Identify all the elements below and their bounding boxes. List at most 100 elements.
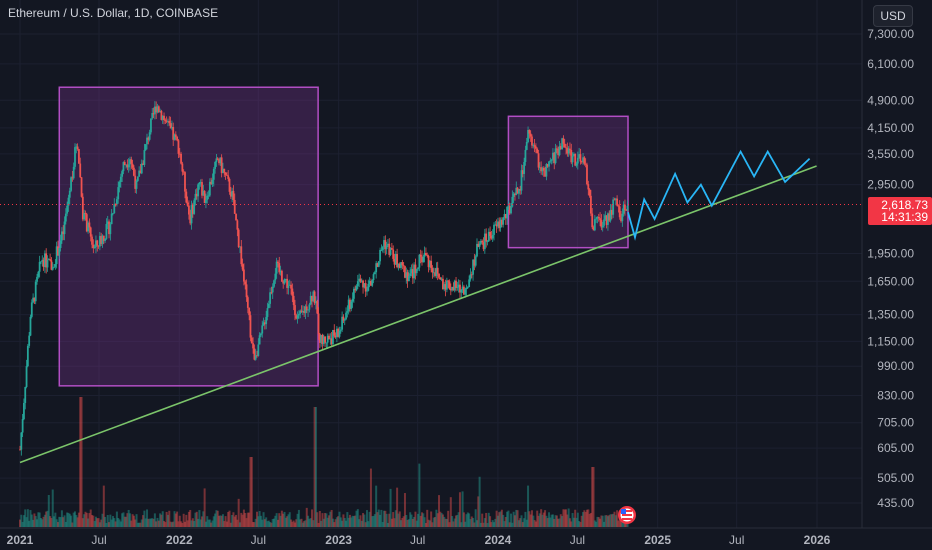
candle xyxy=(194,193,197,201)
volume-bar xyxy=(151,518,154,527)
candle xyxy=(601,225,604,228)
volume-bar xyxy=(346,512,349,527)
candle xyxy=(372,274,375,281)
volume-bar xyxy=(612,513,615,527)
volume-bar xyxy=(546,518,549,527)
volume-bar xyxy=(203,488,206,527)
volume-bar xyxy=(85,512,88,527)
candle xyxy=(98,236,101,247)
volume-bar xyxy=(481,513,484,527)
volume-bar xyxy=(329,511,332,527)
volume-bar xyxy=(50,518,53,527)
volume-bar xyxy=(511,522,514,527)
candle xyxy=(371,280,374,286)
volume-bar xyxy=(77,512,80,527)
volume-bar xyxy=(435,509,438,527)
volume-bar xyxy=(75,515,78,527)
volume-bar xyxy=(149,518,152,527)
volume-bar xyxy=(390,518,393,527)
us-flag-icon[interactable] xyxy=(618,506,636,524)
candle xyxy=(610,209,613,215)
candle xyxy=(85,214,88,232)
candle xyxy=(53,266,55,268)
volume-bar xyxy=(555,515,558,527)
volume-bar xyxy=(76,517,79,527)
candle xyxy=(93,247,96,249)
candle xyxy=(528,129,531,134)
volume-bar xyxy=(312,520,315,527)
candle xyxy=(237,229,240,248)
candle xyxy=(486,241,489,243)
candle xyxy=(354,288,357,291)
price-tick-label: 2,950.00 xyxy=(867,178,914,192)
volume-bar xyxy=(144,518,147,527)
volume-bar xyxy=(297,509,300,527)
volume-bar xyxy=(490,522,493,527)
candle xyxy=(453,280,456,291)
volume-bar xyxy=(451,516,454,527)
volume-bar xyxy=(185,514,188,527)
volume-bar xyxy=(462,512,465,527)
volume-bar xyxy=(333,522,336,527)
volume-bar xyxy=(599,518,602,527)
volume-bar xyxy=(293,522,296,527)
volume-bar xyxy=(618,517,621,527)
candle xyxy=(222,168,224,173)
candle xyxy=(563,143,566,148)
volume-bar xyxy=(622,520,625,527)
candle xyxy=(620,217,622,222)
candle xyxy=(256,355,258,357)
volume-bar xyxy=(506,511,509,527)
volume-bar xyxy=(593,520,596,527)
volume-bar xyxy=(146,509,149,527)
candle xyxy=(198,182,201,185)
candle xyxy=(57,246,59,256)
volume-bar xyxy=(100,519,103,527)
candle xyxy=(277,261,279,264)
volume-bar xyxy=(70,515,73,527)
candle xyxy=(549,160,552,162)
volume-bar xyxy=(257,516,260,527)
volume-bar xyxy=(296,513,299,527)
candle xyxy=(493,224,495,235)
volume-bar xyxy=(369,468,372,527)
candle xyxy=(447,280,450,282)
candle xyxy=(400,262,402,268)
candle xyxy=(525,141,528,150)
candle xyxy=(455,280,457,289)
candle xyxy=(283,279,286,284)
volume-bar xyxy=(204,521,207,527)
volume-bar xyxy=(482,522,485,527)
currency-button[interactable]: USD xyxy=(873,5,913,27)
volume-bar xyxy=(207,519,210,527)
volume-bar xyxy=(39,517,42,527)
candle xyxy=(531,136,533,146)
volume-bar xyxy=(407,519,410,527)
candle xyxy=(232,190,235,200)
volume-bar xyxy=(411,518,414,527)
candle xyxy=(40,261,42,263)
grid xyxy=(0,0,932,529)
volume-bar xyxy=(578,520,581,527)
candle xyxy=(462,286,465,295)
volume-bar xyxy=(432,517,435,527)
candle xyxy=(211,179,214,185)
volume-bar xyxy=(356,509,359,527)
volume-bar xyxy=(276,519,279,527)
candle xyxy=(269,292,271,304)
candle xyxy=(495,224,498,227)
volume-bar xyxy=(79,397,82,527)
volume-bar xyxy=(253,522,256,527)
candle xyxy=(384,240,387,250)
candle xyxy=(432,272,435,274)
volume-bar xyxy=(210,522,213,527)
candle xyxy=(474,256,477,266)
candle xyxy=(546,164,549,167)
volume-bar xyxy=(159,513,162,527)
volume-bar xyxy=(64,521,67,527)
candle xyxy=(236,220,239,230)
candle xyxy=(516,187,519,194)
candle xyxy=(464,289,467,295)
candle xyxy=(541,167,544,172)
